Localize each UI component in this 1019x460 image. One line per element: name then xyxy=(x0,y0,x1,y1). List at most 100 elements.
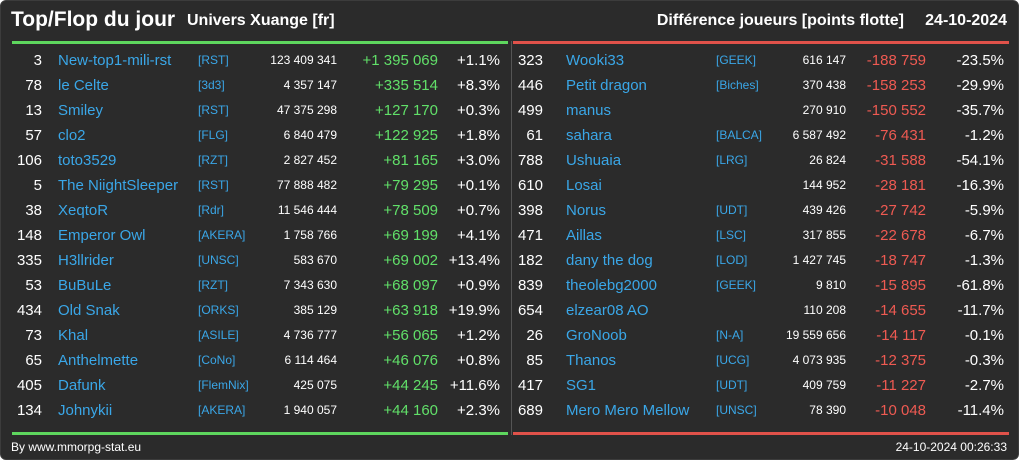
top-section-divider xyxy=(12,41,508,44)
player-name-link[interactable]: Wooki33 xyxy=(566,52,625,69)
player-name-link[interactable]: Mero Mero Mellow xyxy=(566,402,690,419)
player-name-link[interactable]: Petit dragon xyxy=(566,77,647,94)
top-losers-table: 323 Wooki33 [GEEK] 616 147 -188 759 -23.5% 446… xyxy=(513,48,1009,423)
player-name-link[interactable]: Khal xyxy=(58,327,89,344)
player-name-link[interactable]: toto3529 xyxy=(58,152,117,169)
alliance-tag-link[interactable]: [UCG] xyxy=(716,353,750,367)
alliance-tag-link[interactable]: [RST] xyxy=(198,178,229,192)
points-difference: +81 165 xyxy=(383,152,438,169)
points-difference: -27 742 xyxy=(875,202,926,219)
percent-change: -54.1% xyxy=(956,152,1004,169)
player-name-link[interactable]: Losai xyxy=(566,177,602,194)
player-points: 317 855 xyxy=(802,228,846,242)
points-difference: -10 048 xyxy=(875,402,926,419)
player-name-link[interactable]: Anthelmette xyxy=(58,352,139,369)
alliance-tag-link[interactable]: [FLG] xyxy=(198,128,229,142)
player-name-link[interactable]: SG1 xyxy=(566,377,597,394)
player-name-link[interactable]: manus xyxy=(566,102,612,119)
player-rank: 61 xyxy=(526,127,543,144)
player-name-link[interactable]: Dafunk xyxy=(58,377,106,394)
player-name-link[interactable]: The NiightSleeper xyxy=(58,177,179,194)
percent-change: +1.1% xyxy=(457,52,500,69)
player-name-link[interactable]: Ushuaia xyxy=(566,152,622,169)
alliance-tag-link[interactable]: [GEEK] xyxy=(716,53,757,67)
player-points: 123 409 341 xyxy=(270,53,337,67)
alliance-tag-link[interactable]: [RZT] xyxy=(198,153,228,167)
player-points: 6 587 492 xyxy=(792,128,846,142)
player-name-link[interactable]: Emperor Owl xyxy=(58,227,146,244)
player-rank: 53 xyxy=(25,277,42,294)
alliance-tag-link[interactable]: [UNSC] xyxy=(716,403,757,417)
player-name-link[interactable]: sahara xyxy=(566,127,612,144)
player-name-link[interactable]: Johnykii xyxy=(58,402,113,419)
alliance-tag-link[interactable]: [LSC] xyxy=(716,228,747,242)
alliance-tag-link[interactable]: [GEEK] xyxy=(716,278,757,292)
alliance-tag-link[interactable]: [ORKS] xyxy=(198,303,239,317)
points-difference: -28 181 xyxy=(875,177,926,194)
top-player-row: 106 toto3529 [RZT] 2 827 452 +81 165 +3.0% xyxy=(12,148,508,173)
alliance-tag-link[interactable]: [UDT] xyxy=(716,378,748,392)
alliance-tag-link[interactable]: [Rdr] xyxy=(198,203,225,217)
alliance-tag-link[interactable]: [FlemNix] xyxy=(198,378,249,392)
alliance-tag-link[interactable]: [ASILE] xyxy=(198,328,239,342)
player-points: 583 670 xyxy=(293,253,337,267)
player-points: 439 426 xyxy=(802,203,846,217)
player-rank: 182 xyxy=(517,252,543,269)
alliance-tag-link[interactable]: [AKERA] xyxy=(198,228,246,242)
player-name-link[interactable]: BuBuLe xyxy=(58,277,112,294)
alliance-tag-link[interactable]: [AKERA] xyxy=(198,403,246,417)
player-name-link[interactable]: Old Snak xyxy=(58,302,120,319)
player-points: 19 559 656 xyxy=(785,328,846,342)
points-difference: +46 076 xyxy=(383,352,438,369)
top-player-row: 3 New-top1-mili-rst [RST] 123 409 341 +1 395… xyxy=(12,48,508,73)
player-rank: 434 xyxy=(16,302,42,319)
alliance-tag-link[interactable]: [LOD] xyxy=(716,253,748,267)
player-name-link[interactable]: theolebg2000 xyxy=(566,277,657,294)
alliance-tag-link[interactable]: [CoNo] xyxy=(198,353,236,367)
alliance-tag-link[interactable]: [Biches] xyxy=(716,78,759,92)
player-name-link[interactable]: Thanos xyxy=(566,352,617,369)
alliance-tag-link[interactable]: [LRG] xyxy=(716,153,748,167)
percent-change: -5.9% xyxy=(964,202,1004,219)
player-rank: 57 xyxy=(25,127,42,144)
player-name-link[interactable]: Norus xyxy=(566,202,607,219)
percent-change: -35.7% xyxy=(956,102,1004,119)
player-rank: 788 xyxy=(517,152,543,169)
player-name-link[interactable]: XeqtoR xyxy=(58,202,109,219)
player-name-link[interactable]: elzear08 AO xyxy=(566,302,649,319)
top-player-row: 134 Johnykii [AKERA] 1 940 057 +44 160 +2.3% xyxy=(12,398,508,423)
player-name-link[interactable]: GroNoob xyxy=(566,327,627,344)
player-points: 11 546 444 xyxy=(277,203,337,217)
player-name-link[interactable]: le Celte xyxy=(58,77,109,94)
player-points: 4 357 147 xyxy=(283,78,337,92)
alliance-tag-link[interactable]: [UDT] xyxy=(716,203,748,217)
alliance-tag-link[interactable]: [RST] xyxy=(198,103,229,117)
alliance-tag-link[interactable]: [3d3] xyxy=(198,78,225,92)
player-rank: 148 xyxy=(16,227,42,244)
percent-change: -1.2% xyxy=(964,127,1004,144)
player-rank: 689 xyxy=(517,402,543,419)
player-name-link[interactable]: Aillas xyxy=(566,227,602,244)
alliance-tag-link[interactable]: [UNSC] xyxy=(198,253,239,267)
top-player-row: 405 Dafunk [FlemNix] 425 075 +44 245 +11.6% xyxy=(12,373,508,398)
flop-player-row: 398 Norus [UDT] 439 426 -27 742 -5.9% xyxy=(513,198,1009,223)
percent-change: +13.4% xyxy=(448,252,500,269)
alliance-tag-link[interactable]: [RZT] xyxy=(198,278,228,292)
alliance-tag-link[interactable]: [N-A] xyxy=(716,328,744,342)
percent-change: +4.1% xyxy=(457,227,500,244)
flop-player-row: 839 theolebg2000 [GEEK] 9 810 -15 895 -61.8% xyxy=(513,273,1009,298)
player-name-link[interactable]: New-top1-mili-rst xyxy=(58,52,172,69)
percent-change: +0.9% xyxy=(457,277,500,294)
player-name-link[interactable]: Smiley xyxy=(58,102,104,119)
flop-player-row: 182 dany the dog [LOD] 1 427 745 -18 747 -1.3… xyxy=(513,248,1009,273)
player-name-link[interactable]: H3llrider xyxy=(58,252,114,269)
alliance-tag-link[interactable]: [RST] xyxy=(198,53,229,67)
alliance-tag-link[interactable]: [BALCA] xyxy=(716,128,763,142)
player-rank: 405 xyxy=(16,377,42,394)
points-difference: -150 552 xyxy=(866,102,926,119)
player-name-link[interactable]: clo2 xyxy=(58,127,86,144)
player-name-link[interactable]: dany the dog xyxy=(566,252,653,269)
flop-player-row: 654 elzear08 AO 110 208 -14 655 -11.7% xyxy=(513,298,1009,323)
player-points: 370 438 xyxy=(802,78,846,92)
flop-player-row: 61 sahara [BALCA] 6 587 492 -76 431 -1.2% xyxy=(513,123,1009,148)
